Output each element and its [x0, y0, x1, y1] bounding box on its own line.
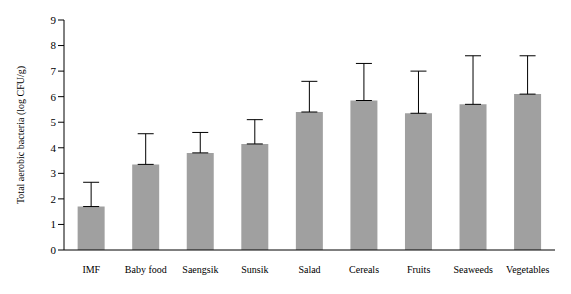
svg-text:2: 2	[51, 193, 57, 205]
svg-text:Saengsik: Saengsik	[182, 264, 218, 275]
svg-text:Total aerobic bacteria (log CF: Total aerobic bacteria (log CFU/g)	[15, 66, 27, 204]
svg-text:5: 5	[51, 116, 57, 128]
svg-text:Baby food: Baby food	[125, 264, 167, 275]
svg-text:7: 7	[51, 65, 57, 77]
svg-text:Sunsik: Sunsik	[241, 264, 268, 275]
svg-text:9: 9	[51, 14, 57, 26]
svg-text:3: 3	[51, 167, 57, 179]
svg-text:8: 8	[51, 39, 57, 51]
svg-text:Fruits: Fruits	[407, 264, 430, 275]
svg-text:Cereals: Cereals	[349, 264, 379, 275]
svg-text:0: 0	[51, 244, 57, 256]
svg-text:1: 1	[51, 218, 57, 230]
svg-text:Salad: Salad	[298, 264, 320, 275]
svg-text:IMF: IMF	[82, 264, 100, 275]
svg-text:Vegetables: Vegetables	[506, 264, 549, 275]
svg-text:4: 4	[51, 142, 57, 154]
svg-text:Seaweeds: Seaweeds	[453, 264, 493, 275]
svg-text:6: 6	[51, 91, 57, 103]
